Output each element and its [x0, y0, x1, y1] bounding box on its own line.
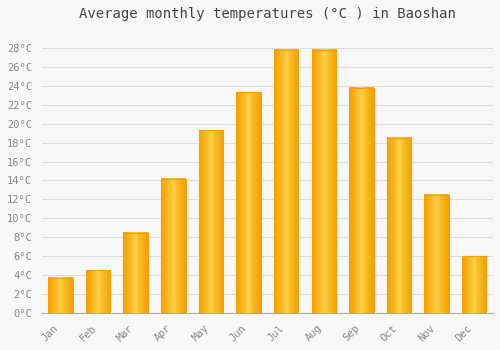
Bar [124, 232, 148, 313]
Bar [462, 256, 486, 313]
Bar [48, 278, 72, 313]
Bar [312, 50, 336, 313]
Bar [274, 50, 298, 313]
Bar [387, 138, 411, 313]
Bar [424, 195, 449, 313]
Title: Average monthly temperatures (°C ) in Baoshan: Average monthly temperatures (°C ) in Ba… [79, 7, 456, 21]
Bar [198, 130, 223, 313]
Bar [161, 178, 186, 313]
Bar [349, 88, 374, 313]
Bar [86, 271, 110, 313]
Bar [236, 92, 261, 313]
